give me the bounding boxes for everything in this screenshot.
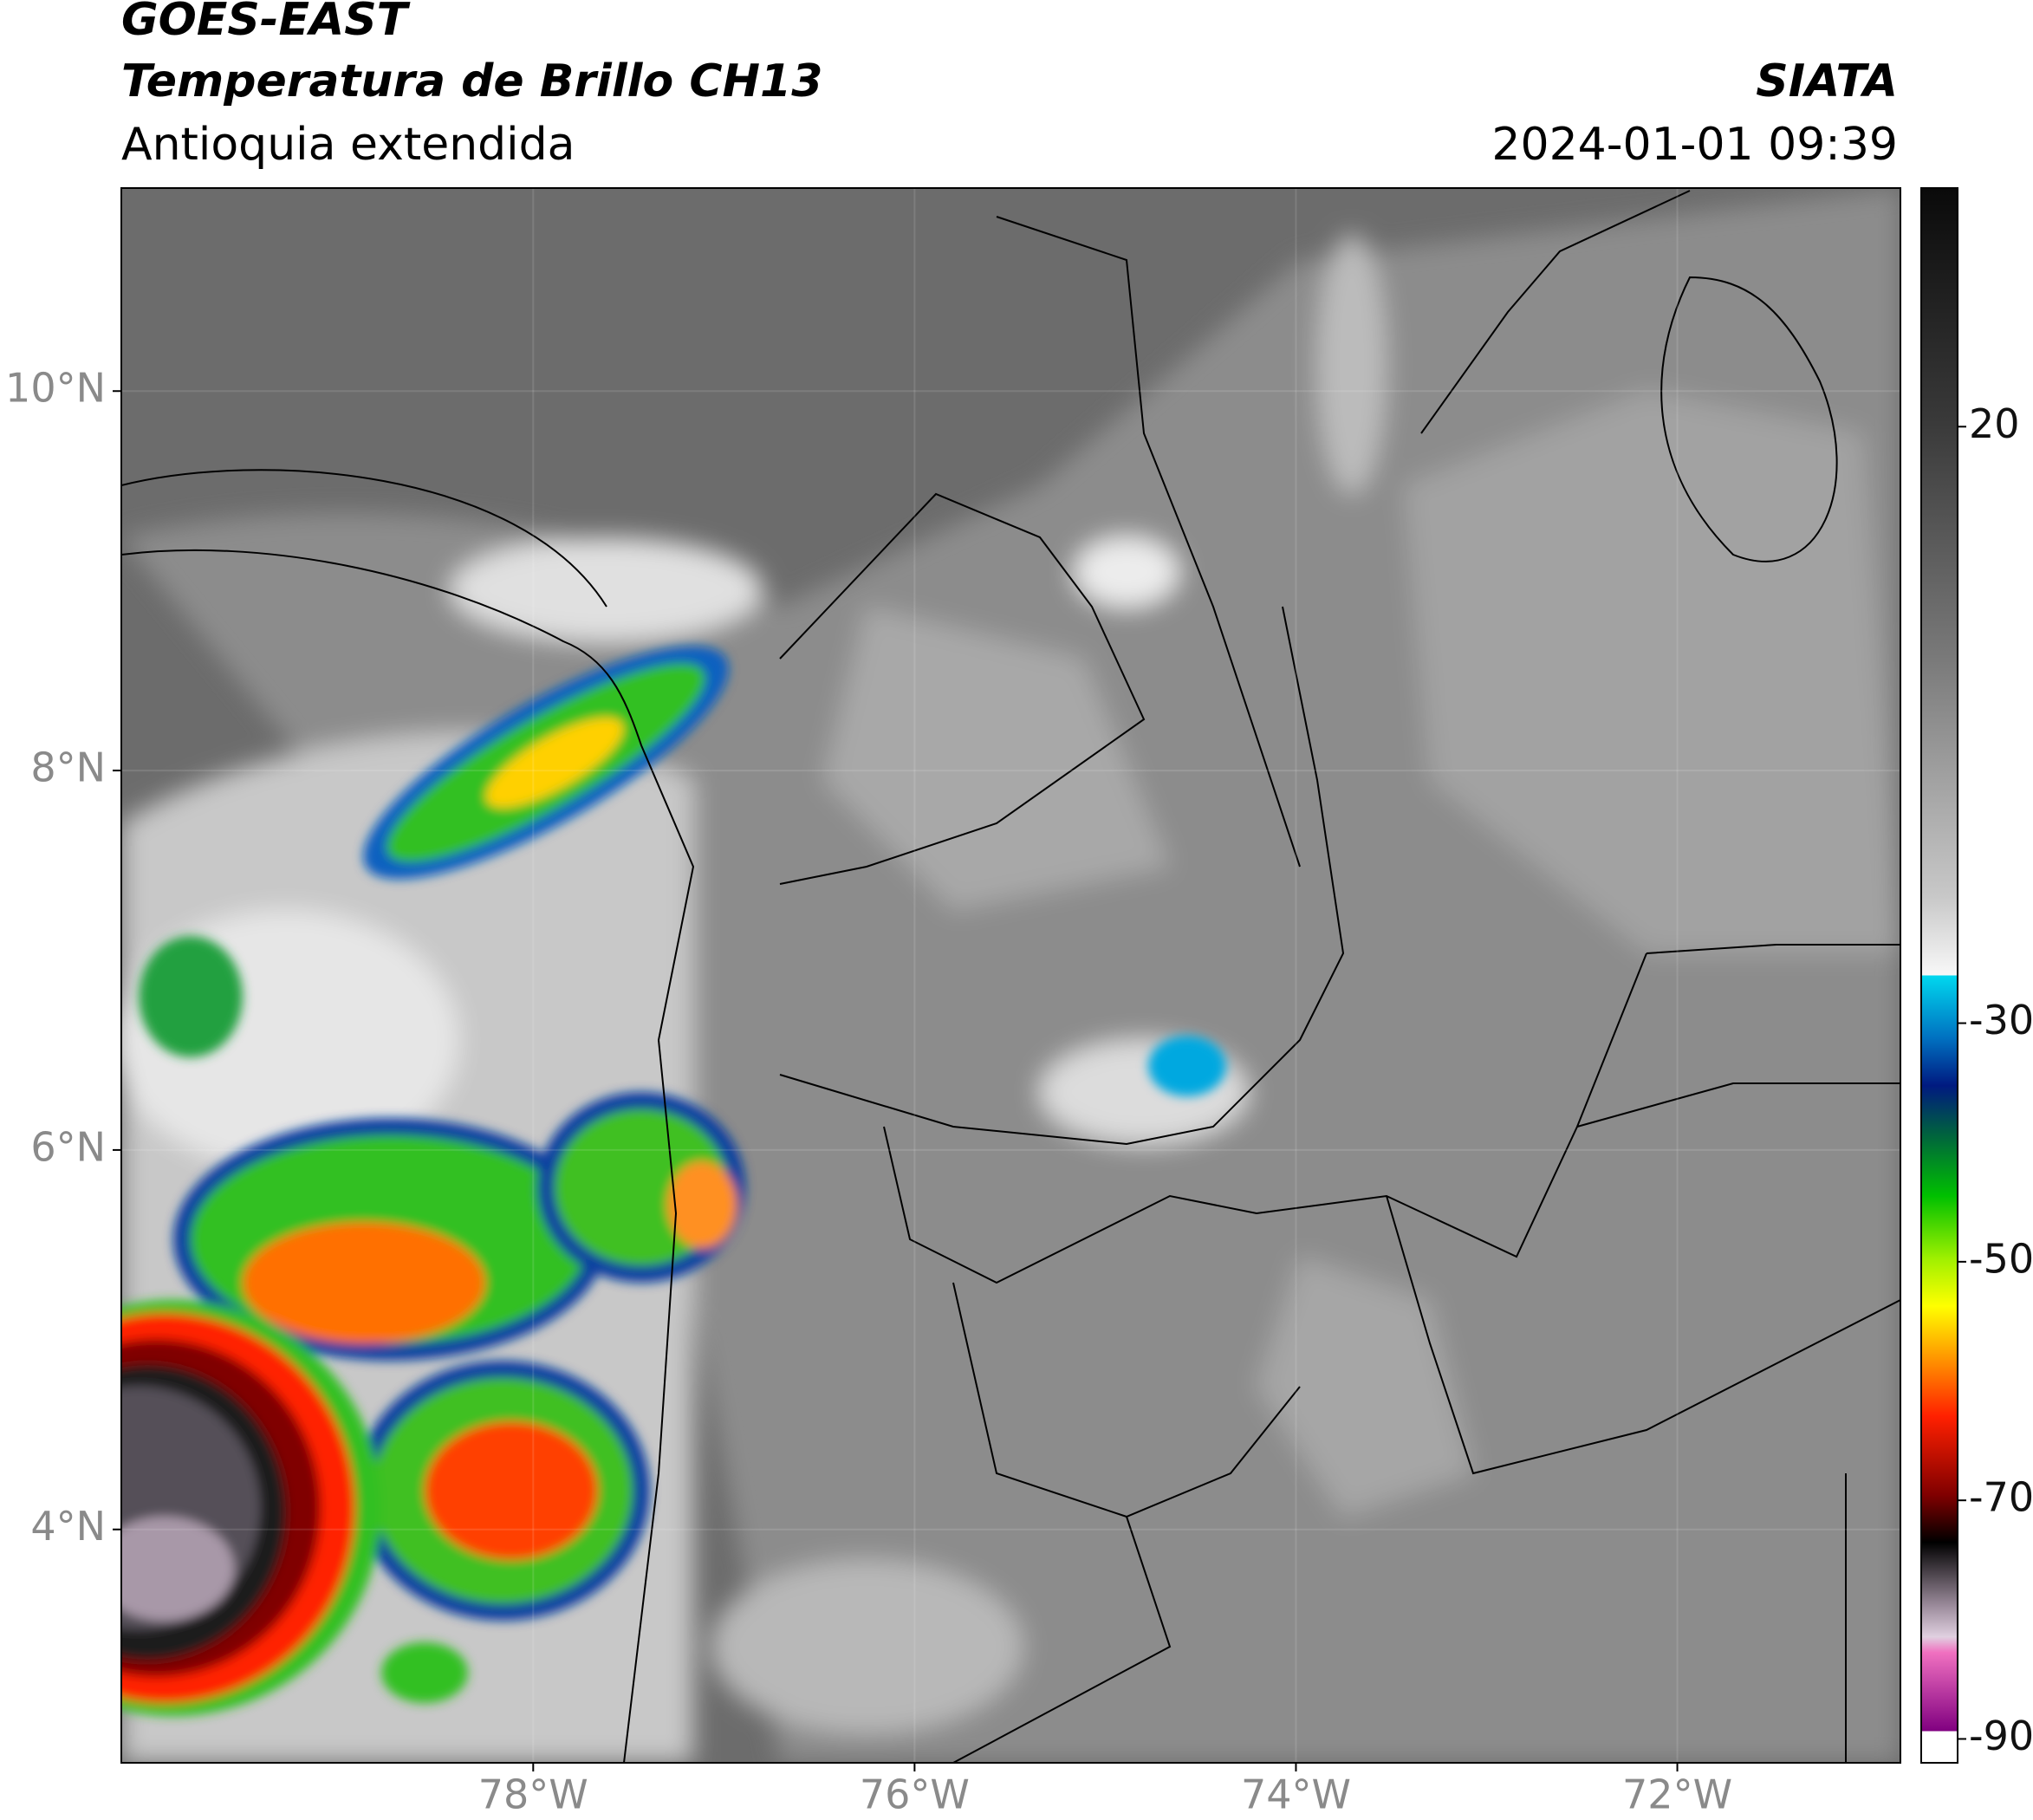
y-tick-label: 4°N (30, 1503, 106, 1550)
colorbar-tick-label: -50 (1969, 1235, 2033, 1282)
y-tick-label: 10°N (5, 365, 106, 412)
grid (121, 188, 1900, 1763)
x-tick-label: 72°W (1622, 1771, 1732, 1818)
colorbar-tick-label: 20 (1969, 400, 2020, 447)
colorbar-tick-label: -90 (1969, 1713, 2033, 1759)
x-tick-label: 78°W (478, 1771, 588, 1818)
source: SIATA (1756, 55, 1898, 107)
title: GOES-EAST (121, 0, 411, 46)
x-tick-label: 76°W (860, 1771, 970, 1818)
colorbar (1920, 187, 1958, 1764)
colorbar-tick-label: -70 (1969, 1474, 2033, 1521)
x-tick-label: 74°W (1241, 1771, 1351, 1818)
y-tick-label: 6°N (30, 1123, 106, 1170)
datetime: 2024-01-01 09:39 (1491, 119, 1898, 171)
y-tick-label: 8°N (30, 744, 106, 791)
region: Antioquia extendida (121, 119, 575, 171)
borders (121, 190, 1900, 1763)
colorbar-tick-label: -30 (1969, 997, 2033, 1043)
map-frame (120, 187, 1901, 1764)
satellite-image (121, 188, 1900, 1763)
subtitle: Temperatura de Brillo CH13 (121, 55, 822, 107)
